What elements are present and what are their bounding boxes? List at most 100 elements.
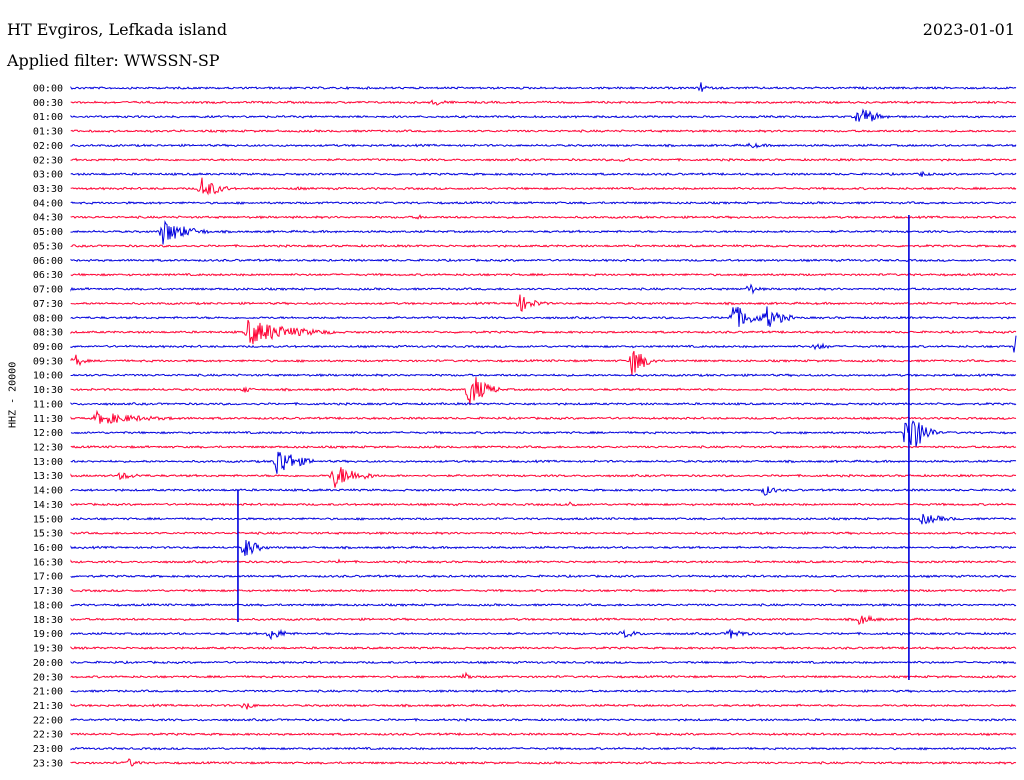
trace-line	[70, 467, 1017, 488]
tick-label: 21:00	[33, 687, 63, 698]
tick-label: 07:30	[33, 299, 63, 310]
tick-label: 17:00	[33, 572, 63, 583]
trace-line	[70, 758, 1017, 767]
trace-line	[70, 588, 1017, 593]
trace-line	[70, 444, 1017, 450]
trace-line	[70, 177, 1017, 196]
trace-line	[70, 486, 1017, 496]
tick-label: 21:30	[33, 701, 63, 712]
trace-line	[70, 746, 1017, 751]
tick-label: 06:30	[33, 270, 63, 281]
trace-line	[70, 350, 1017, 376]
tick-label: 05:00	[33, 227, 63, 238]
tick-label: 14:30	[33, 500, 63, 511]
tick-label: 09:30	[33, 356, 63, 367]
tick-label: 23:30	[33, 758, 63, 769]
trace-line	[70, 558, 1017, 564]
trace-line	[70, 602, 1017, 608]
trace-line	[70, 628, 1017, 641]
tick-label: 04:30	[33, 213, 63, 224]
tick-label: 03:00	[33, 170, 63, 181]
trace-line	[70, 142, 1017, 149]
tick-label: 20:00	[33, 658, 63, 669]
tick-label: 03:30	[33, 184, 63, 195]
trace-line	[70, 574, 1017, 579]
trace-line	[70, 99, 1017, 106]
trace-line	[70, 129, 1017, 134]
trace-line	[70, 614, 1017, 626]
tick-label: 13:30	[33, 471, 63, 482]
trace-line	[70, 660, 1017, 665]
trace-line	[70, 717, 1017, 722]
trace-line	[70, 319, 1017, 345]
tick-label: 00:30	[33, 98, 63, 109]
tick-label: 04:00	[33, 198, 63, 209]
tick-label: 06:00	[33, 256, 63, 267]
trace-line	[70, 283, 1017, 295]
trace-line	[70, 689, 1017, 694]
trace-line	[70, 501, 1017, 507]
tick-label: 22:00	[33, 715, 63, 726]
trace-line	[70, 170, 1017, 177]
trace-line	[70, 157, 1017, 162]
trace-line	[70, 401, 1017, 406]
tick-label: 08:00	[33, 313, 63, 324]
tick-label: 08:30	[33, 328, 63, 339]
trace-line	[70, 214, 1017, 220]
trace-line	[70, 513, 1017, 525]
tick-label: 10:30	[33, 385, 63, 396]
tick-label: 11:00	[33, 399, 63, 410]
tick-label: 22:30	[33, 730, 63, 741]
tick-label: 11:30	[33, 414, 63, 425]
date-label: 2023-01-01	[922, 20, 1015, 39]
trace-line	[70, 258, 1017, 263]
tick-label: 05:30	[33, 241, 63, 252]
station-title: HT Evgiros, Lefkada island	[7, 20, 228, 39]
tick-label: 13:00	[33, 457, 63, 468]
tick-label: 12:00	[33, 428, 63, 439]
trace-line	[70, 409, 1017, 424]
tick-label: 01:30	[33, 127, 63, 138]
trace-line	[70, 220, 1017, 245]
trace-line	[70, 243, 1017, 248]
tick-label: 19:00	[33, 629, 63, 640]
trace-line	[70, 335, 1017, 353]
trace-line	[70, 294, 1017, 312]
trace-line	[70, 420, 1017, 448]
tick-label: 00:00	[33, 84, 63, 95]
tick-label: 15:30	[33, 529, 63, 540]
trace-line	[70, 646, 1017, 651]
tick-label: 19:30	[33, 644, 63, 655]
tick-label: 23:00	[33, 744, 63, 755]
trace-line	[70, 108, 1017, 122]
tick-label: 10:00	[33, 371, 63, 382]
tick-label: 01:00	[33, 112, 63, 123]
tick-label: 02:30	[33, 155, 63, 166]
filter-label: Applied filter: WWSSN-SP	[7, 51, 220, 70]
tick-label: 12:30	[33, 443, 63, 454]
tick-label: 15:00	[33, 514, 63, 525]
trace-line	[70, 703, 1017, 710]
tick-label: 17:30	[33, 586, 63, 597]
trace-line	[70, 732, 1017, 737]
tick-label: 07:00	[33, 285, 63, 296]
tick-label: 18:00	[33, 600, 63, 611]
tick-label: 16:00	[33, 543, 63, 554]
trace-line	[70, 671, 1017, 680]
tick-label: 16:30	[33, 557, 63, 568]
tick-label: 02:00	[33, 141, 63, 152]
trace-line	[70, 531, 1017, 536]
tick-label: 18:30	[33, 615, 63, 626]
trace-line	[70, 451, 1017, 474]
trace-line	[70, 82, 1017, 92]
tick-label: 14:00	[33, 486, 63, 497]
trace-line	[70, 306, 1017, 327]
tick-label: 09:00	[33, 342, 63, 353]
trace-line	[70, 200, 1017, 205]
tick-label: 20:30	[33, 672, 63, 683]
trace-line	[70, 272, 1017, 277]
trace-line	[70, 539, 1017, 556]
trace-line	[70, 373, 1017, 378]
trace-line	[70, 377, 1017, 404]
